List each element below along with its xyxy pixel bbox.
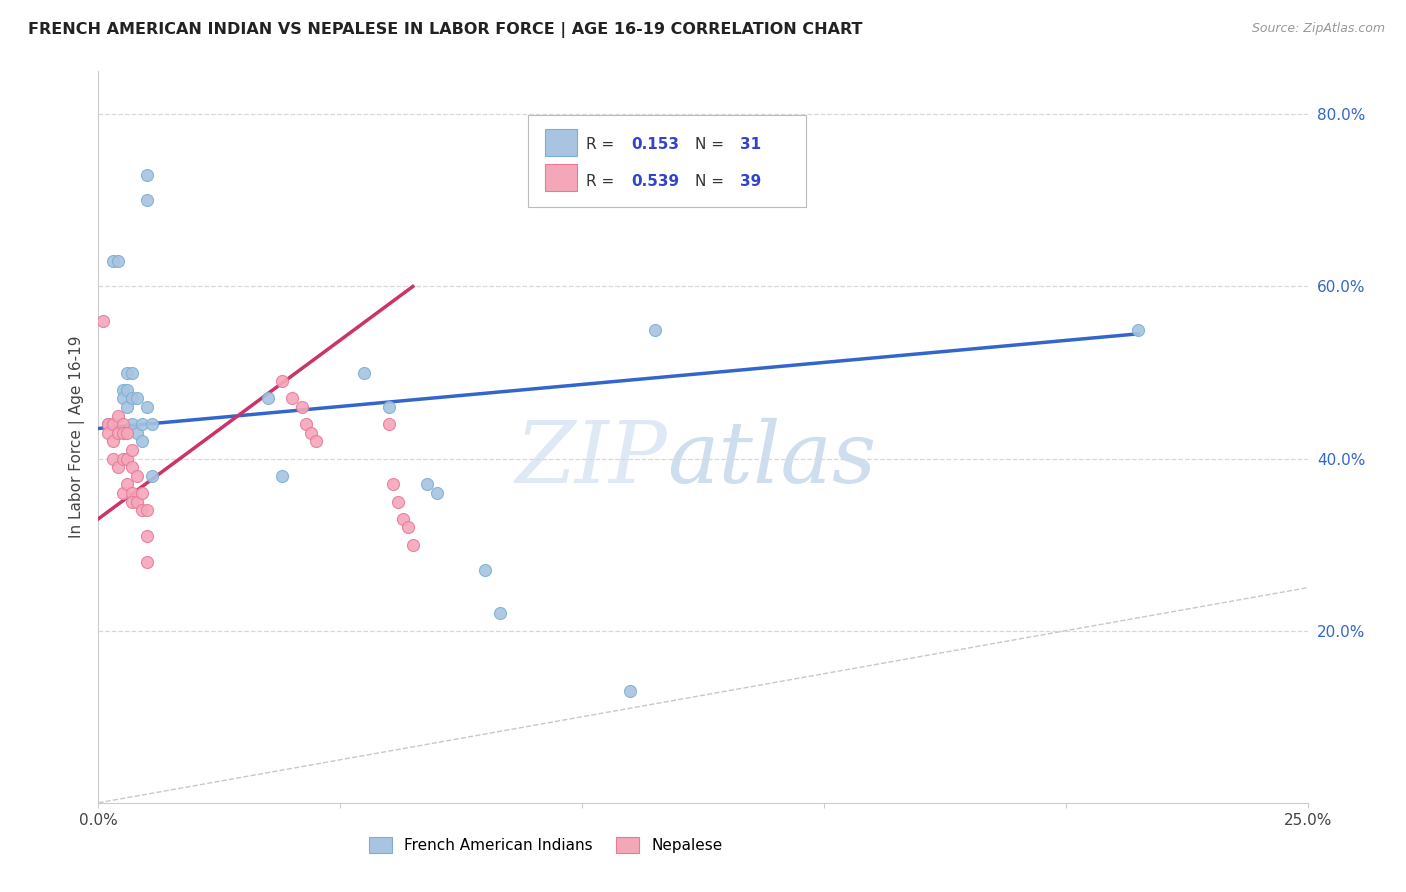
Point [101, 417, 124, 432]
Point [271, 374, 294, 388]
Legend: French American Indians, Nepalese: French American Indians, Nepalese [361, 830, 730, 861]
Text: N =: N = [695, 137, 728, 152]
Point [377, 417, 399, 432]
Y-axis label: In Labor Force | Age 16-19: In Labor Force | Age 16-19 [69, 335, 84, 539]
Point [290, 400, 312, 414]
Point [121, 486, 143, 500]
Point [256, 392, 278, 406]
Point [91, 314, 114, 328]
Point [121, 417, 143, 432]
Point [135, 400, 157, 414]
Point [387, 494, 409, 508]
Point [135, 194, 157, 208]
Point [127, 392, 149, 406]
Point [101, 253, 124, 268]
Text: N =: N = [695, 174, 728, 188]
Point [97, 417, 120, 432]
Text: 31: 31 [741, 137, 762, 152]
Point [111, 383, 134, 397]
Point [135, 529, 157, 543]
Point [131, 503, 153, 517]
FancyBboxPatch shape [527, 115, 806, 207]
Point [107, 253, 129, 268]
Point [135, 503, 157, 517]
Point [111, 451, 134, 466]
Text: 0.153: 0.153 [631, 137, 679, 152]
Point [131, 434, 153, 449]
Point [117, 383, 139, 397]
Point [117, 366, 139, 380]
Text: Source: ZipAtlas.com: Source: ZipAtlas.com [1251, 22, 1385, 36]
Point [644, 322, 666, 336]
Point [121, 460, 143, 475]
Point [353, 366, 375, 380]
Point [127, 494, 149, 508]
Point [101, 451, 124, 466]
Text: R =: R = [586, 137, 619, 152]
Point [402, 538, 425, 552]
Point [295, 417, 318, 432]
Point [111, 486, 134, 500]
Point [131, 486, 153, 500]
Point [107, 425, 129, 440]
Text: 39: 39 [741, 174, 762, 188]
Point [141, 468, 163, 483]
Point [489, 607, 512, 621]
Point [127, 425, 149, 440]
Point [121, 366, 143, 380]
Point [121, 494, 143, 508]
Point [382, 477, 405, 491]
Point [97, 417, 120, 432]
Point [117, 477, 139, 491]
Point [97, 425, 120, 440]
Point [416, 477, 439, 491]
Point [135, 168, 157, 182]
Point [396, 520, 419, 534]
Point [474, 564, 496, 578]
Point [121, 442, 143, 457]
Text: atlas: atlas [666, 417, 876, 500]
Point [135, 555, 157, 569]
Point [619, 684, 641, 698]
Point [271, 468, 294, 483]
Point [117, 451, 139, 466]
Point [392, 512, 415, 526]
Point [1128, 322, 1150, 336]
Point [426, 486, 449, 500]
Text: ZIP: ZIP [515, 417, 666, 500]
Point [121, 392, 143, 406]
Text: R =: R = [586, 174, 619, 188]
Point [101, 434, 124, 449]
Point [117, 400, 139, 414]
Point [107, 409, 129, 423]
Point [117, 425, 139, 440]
Point [127, 468, 149, 483]
Point [305, 434, 328, 449]
Point [107, 460, 129, 475]
Point [111, 425, 134, 440]
Point [141, 417, 163, 432]
FancyBboxPatch shape [544, 129, 578, 156]
Point [131, 417, 153, 432]
FancyBboxPatch shape [544, 163, 578, 191]
Point [281, 392, 304, 406]
Point [299, 425, 322, 440]
Text: 0.539: 0.539 [631, 174, 679, 188]
Point [377, 400, 399, 414]
Point [111, 392, 134, 406]
Text: FRENCH AMERICAN INDIAN VS NEPALESE IN LABOR FORCE | AGE 16-19 CORRELATION CHART: FRENCH AMERICAN INDIAN VS NEPALESE IN LA… [28, 22, 863, 38]
Point [111, 417, 134, 432]
